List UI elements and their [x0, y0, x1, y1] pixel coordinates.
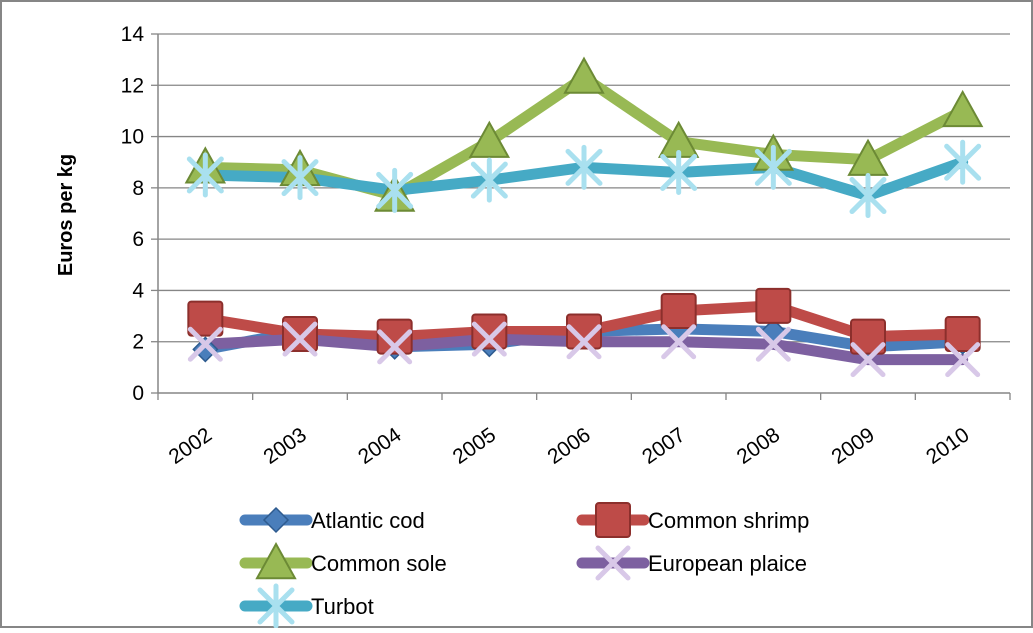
data-point-common-sole — [941, 89, 984, 128]
y-tick-label: 2 — [132, 331, 144, 354]
legend-marker — [595, 502, 631, 538]
data-point-turbot — [660, 149, 698, 195]
data-point-turbot — [565, 144, 603, 190]
y-tick-label: 0 — [132, 382, 144, 405]
legend-item-common-shrimp: Common shrimp — [576, 502, 809, 538]
data-point-turbot — [281, 155, 319, 201]
legend-label: European plaice — [648, 551, 807, 576]
legend-marker — [262, 506, 290, 534]
data-point-common-shrimp — [376, 318, 413, 355]
legend-item-european-plaice: European plaice — [576, 545, 807, 581]
y-tick-label: 14 — [121, 23, 145, 46]
data-point-european-plaice — [945, 342, 981, 378]
data-point-common-shrimp — [755, 287, 792, 324]
data-point-common-sole — [468, 120, 511, 158]
y-tick-label: 12 — [121, 74, 144, 97]
data-point-turbot — [754, 144, 792, 190]
data-point-european-plaice — [471, 321, 507, 357]
legend-label: Turbot — [311, 594, 374, 619]
data-point-european-plaice — [755, 326, 791, 362]
data-point-european-plaice — [661, 324, 697, 360]
data-point-european-plaice — [377, 329, 413, 365]
data-point-european-plaice — [850, 342, 886, 378]
data-point-turbot — [849, 173, 887, 219]
legend-marker — [257, 583, 295, 629]
data-point-turbot — [944, 139, 982, 185]
data-point-european-plaice — [566, 324, 602, 360]
y-tick-label: 4 — [132, 279, 144, 302]
data-point-european-plaice — [282, 321, 318, 357]
data-point-common-shrimp — [187, 300, 224, 337]
y-tick-label: 8 — [132, 177, 144, 200]
data-point-common-shrimp — [471, 313, 508, 350]
data-point-common-sole — [563, 56, 605, 94]
data-point-european-plaice — [187, 326, 223, 362]
data-point-common-shrimp — [566, 313, 602, 350]
legend-marker — [595, 545, 631, 581]
legend-label: Common sole — [311, 551, 447, 576]
legend-label: Common shrimp — [648, 508, 809, 533]
legend-item-turbot: Turbot — [239, 583, 374, 629]
y-axis-label: Euros per kg — [55, 154, 77, 276]
series-markers — [184, 56, 984, 378]
axes — [151, 33, 1011, 400]
data-point-turbot — [376, 167, 414, 213]
legend-label: Atlantic cod — [311, 508, 425, 533]
data-point-common-shrimp — [944, 316, 981, 353]
data-point-common-shrimp — [660, 292, 697, 329]
data-point-common-shrimp — [850, 318, 886, 355]
data-point-turbot — [470, 157, 508, 203]
legend-item-common-sole: Common sole — [239, 541, 447, 580]
legend: Atlantic cod Common shrimp Common sole Euro… — [239, 502, 809, 629]
y-tick-label: 6 — [132, 228, 144, 251]
y-tick-label: 10 — [121, 126, 144, 149]
data-point-common-shrimp — [282, 316, 318, 353]
data-point-turbot — [186, 152, 224, 198]
legend-item-atlantic-cod: Atlantic cod — [239, 506, 425, 534]
data-point-atlantic-cod — [192, 336, 219, 363]
legend-marker — [255, 541, 297, 580]
